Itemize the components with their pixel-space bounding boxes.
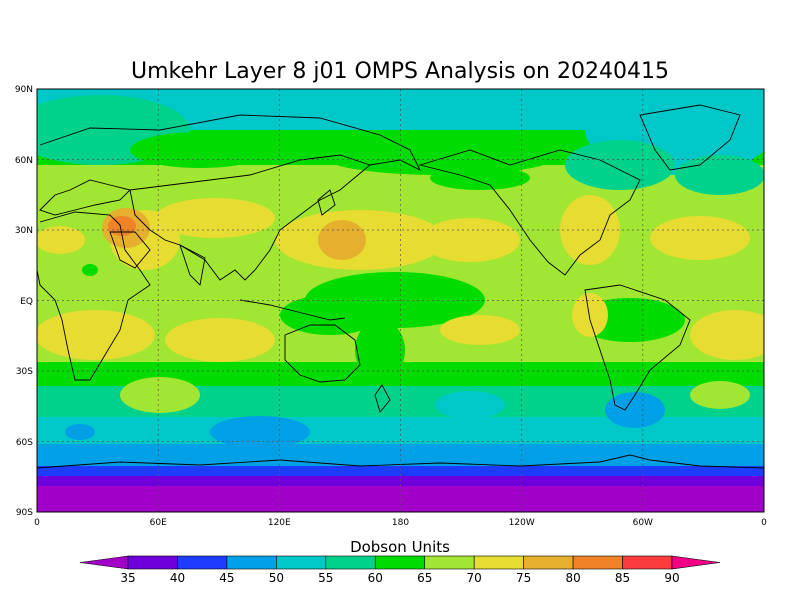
field-patch (560, 195, 620, 265)
colorbar-level-label: 35 (120, 571, 135, 585)
coast-siberia (39, 114, 422, 172)
field-patch (572, 293, 608, 337)
field-patch (430, 166, 530, 190)
coast-newzealand (374, 384, 391, 413)
colorbar-swatch (226, 555, 277, 570)
coast-arabia (109, 231, 151, 269)
coastlines (37, 104, 764, 469)
lon-tick-label: 60E (150, 518, 167, 528)
colorbar-swatch (276, 555, 327, 570)
colorbar-swatch (424, 555, 475, 570)
field-patch (165, 318, 275, 362)
lat-tick-label: 30N (15, 226, 33, 236)
colorbar-level-label: 90 (664, 571, 679, 585)
colorbar-level-label: 80 (565, 571, 580, 585)
colorbar-level-label: 75 (516, 571, 531, 585)
field-patch (690, 381, 750, 409)
latitude-axis: 90N 60N 30N EQ 30S 60S 90S (15, 85, 33, 518)
field-patch (108, 216, 136, 236)
lon-tick-label: 60W (633, 518, 653, 528)
field-patch (605, 392, 665, 428)
colorbar-swatch (572, 555, 623, 570)
field-band (37, 476, 764, 488)
field-patch (675, 155, 764, 195)
lat-tick-label: 90N (15, 85, 33, 95)
lon-tick-label: 180 (392, 518, 409, 528)
field-patch (120, 377, 200, 413)
colorbar-swatch (374, 555, 426, 570)
field-patch (82, 264, 98, 276)
coast-australia (284, 324, 361, 383)
field-patch (565, 140, 675, 190)
field-patch (37, 226, 85, 254)
colorbar-title: Dobson Units (350, 538, 450, 556)
field-patch (37, 310, 155, 360)
lat-tick-label: 60S (16, 438, 33, 448)
field-patch (690, 310, 764, 360)
field-patch (280, 295, 380, 335)
lon-tick-label: 120E (268, 518, 291, 528)
colorbar-swatch (127, 555, 178, 570)
field-band (37, 466, 764, 478)
field-patch (65, 424, 95, 440)
lat-tick-label: 30S (16, 367, 33, 377)
coast-asia (129, 154, 371, 281)
lon-tick-label: 0 (34, 518, 40, 528)
lat-tick-label: 60N (15, 156, 33, 166)
colorbar-swatch (325, 555, 376, 570)
colorbar-swatch (523, 555, 574, 570)
coast-japan (317, 189, 336, 216)
lat-tick-label: EQ (20, 297, 33, 307)
field-patch (155, 198, 275, 238)
colorbar-level-label: 70 (467, 571, 482, 585)
colorbar-level-label: 40 (170, 571, 185, 585)
lon-tick-label: 120W (509, 518, 535, 528)
colorbar-swatch (622, 555, 673, 570)
longitude-axis: 0 60E 120E 180 120W 60W 0 (34, 518, 767, 528)
field-patch (440, 315, 520, 345)
page-title: Umkehr Layer 8 j01 OMPS Analysis on 2024… (131, 59, 669, 84)
field-patch (435, 391, 505, 419)
field-patch (355, 320, 405, 380)
colorbar-level-label: 60 (368, 571, 383, 585)
colorbar-level-label: 45 (219, 571, 234, 585)
coast-indonesia (239, 299, 346, 321)
colorbar-max-triangle (671, 555, 721, 570)
coast-africa (37, 211, 151, 381)
coast-india (179, 244, 206, 286)
colorbar-labels: 35 40 45 50 55 60 65 70 75 80 85 90 (120, 571, 679, 585)
coast-south-america (584, 284, 691, 411)
lon-tick-label: 0 (761, 518, 767, 528)
ozone-map (37, 89, 764, 512)
graticule (37, 89, 764, 512)
coast-antarctica (37, 454, 764, 469)
lat-tick-label: 90S (16, 508, 33, 518)
coast-north-america (418, 149, 641, 276)
field-patch (210, 416, 310, 448)
colorbar-level-label: 65 (417, 571, 432, 585)
colorbar (79, 555, 721, 570)
colorbar-swatch (473, 555, 524, 570)
colorbar-level-label: 85 (615, 571, 630, 585)
field-patch (130, 132, 270, 168)
field-patch (420, 218, 520, 262)
field-patch (320, 135, 560, 175)
coast-greenland (639, 104, 741, 171)
field-patch (650, 216, 750, 260)
colorbar-level-label: 50 (269, 571, 284, 585)
colorbar-min-triangle (79, 555, 129, 570)
field-patch (318, 220, 366, 260)
colorbar-level-label: 55 (318, 571, 333, 585)
map-frame (36, 88, 765, 513)
colorbar-swatch (177, 555, 228, 570)
